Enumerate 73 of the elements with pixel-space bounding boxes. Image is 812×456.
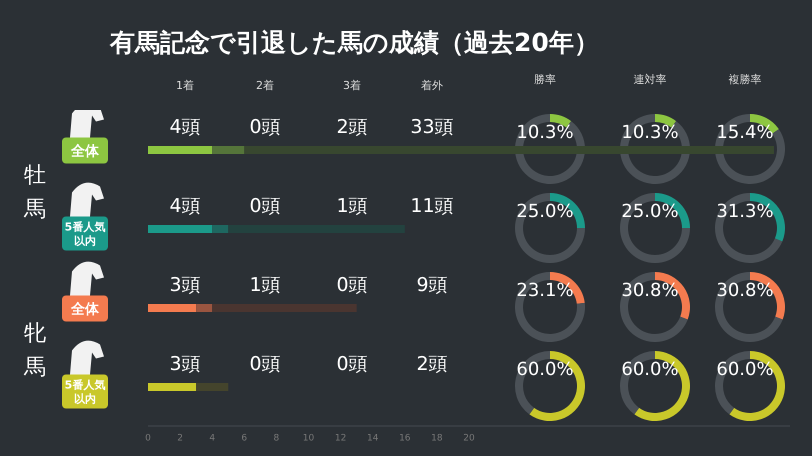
x-tick-label: 8 [274, 433, 280, 444]
text: 牝馬 [22, 320, 47, 382]
data-label: 30.8% [620, 280, 680, 300]
y-tick-label: 全体 [70, 144, 100, 160]
annotation: 0頭 [335, 272, 369, 298]
x-tick-label: 0 [145, 433, 152, 444]
text: 2着 [255, 78, 275, 93]
data-label: 60.0% [620, 358, 680, 380]
donut-slice [515, 114, 585, 184]
bar [196, 304, 212, 312]
donut-slice [620, 114, 690, 184]
annotation: 0頭 [335, 352, 369, 376]
donut-slice [620, 272, 688, 342]
annotation: 2頭 [415, 352, 449, 376]
chart-title: 有馬記念で引退した馬の成績（過去20年） [110, 27, 599, 59]
text: 牡馬 [22, 162, 47, 224]
annotation: 9頭 [415, 272, 449, 298]
x-tick-label: 2 [177, 433, 183, 444]
annotation: 11頭 [409, 194, 455, 218]
chart-title: 複勝率 [728, 72, 762, 86]
annotation: 1頭 [248, 272, 282, 298]
donut-slice [620, 192, 690, 262]
data-label: 10.3% [620, 122, 680, 142]
bar [212, 146, 244, 154]
data-label: 60.0% [515, 358, 575, 380]
y-tick-label: 全体 [70, 302, 100, 318]
y-tick-label: 5番人気以内 [64, 378, 106, 406]
data-label: 60.0% [715, 358, 775, 380]
bar [228, 225, 405, 233]
donut-slice [515, 272, 585, 342]
bar [148, 383, 196, 391]
x-tick-label: 6 [241, 433, 248, 444]
data-label: 31.3% [715, 200, 775, 222]
x-tick-label: 16 [399, 433, 411, 444]
annotation: 2頭 [335, 114, 369, 140]
bar [212, 225, 228, 233]
data-label: 10.3% [515, 122, 575, 142]
bar [244, 146, 774, 154]
chart-title: 連対率 [632, 72, 668, 86]
data-label: 25.0% [515, 200, 575, 222]
x-tick-label: 10 [302, 433, 314, 444]
annotation: 4頭 [168, 194, 202, 218]
annotation: 3頭 [168, 352, 202, 376]
data-label: 25.0% [620, 200, 680, 222]
bar [212, 304, 357, 312]
bar [148, 225, 212, 233]
annotation: 0頭 [248, 114, 282, 140]
annotation: 33頭 [409, 114, 455, 140]
annotation: 1頭 [335, 194, 369, 218]
data-label: 15.4% [715, 122, 775, 142]
donut-slice [715, 272, 783, 342]
bar [148, 304, 196, 312]
y-tick-label: 5番人気以内 [64, 220, 106, 248]
annotation: 3頭 [168, 272, 202, 298]
x-tick-label: 14 [366, 433, 379, 444]
bar [196, 383, 228, 391]
annotation: 0頭 [248, 194, 282, 218]
annotation: 4頭 [168, 114, 202, 140]
x-tick-label: 20 [463, 433, 475, 444]
data-label: 30.8% [715, 280, 775, 300]
donut-slice [715, 114, 785, 184]
annotation: 0頭 [248, 352, 282, 376]
bar [148, 146, 212, 154]
text: 着外 [420, 78, 444, 93]
chart-title: 勝率 [533, 72, 557, 86]
text: 1着 [175, 78, 195, 93]
data-label: 23.1% [515, 280, 575, 300]
donut-slice [715, 192, 782, 262]
x-tick-label: 4 [209, 433, 216, 444]
x-tick-label: 12 [334, 433, 346, 444]
donut-slice [515, 192, 585, 262]
text: 3着 [342, 78, 362, 93]
x-tick-label: 18 [431, 433, 443, 444]
